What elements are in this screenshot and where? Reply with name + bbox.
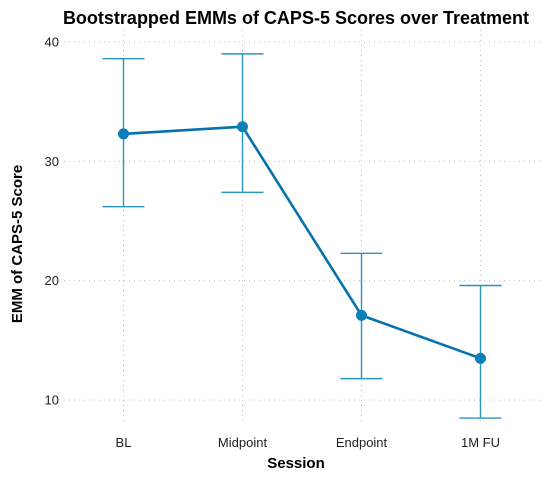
data-point <box>475 352 486 364</box>
data-point <box>356 309 367 321</box>
x-tick-label: BL <box>116 435 132 450</box>
tick-layer: 10 20 30 40 BL Midpoint Endpoint 1M FU <box>45 34 500 450</box>
grid-layer <box>64 30 540 424</box>
y-tick-label: 10 <box>45 393 59 408</box>
y-tick-label: 30 <box>45 154 59 169</box>
error-bar <box>459 284 502 419</box>
errorbar-layer <box>102 53 502 419</box>
x-tick-label: Endpoint <box>336 435 388 450</box>
point-layer <box>118 121 486 364</box>
line-layer <box>123 125 481 360</box>
series-line <box>123 125 481 360</box>
chart-title: Bootstrapped EMMs of CAPS-5 Scores over … <box>63 8 529 28</box>
y-tick-label: 20 <box>45 273 59 288</box>
x-tick-label: Midpoint <box>218 435 268 450</box>
x-axis-title: Session <box>267 455 325 472</box>
y-axis-title: EMM of CAPS-5 Score <box>9 165 26 323</box>
x-tick-label: 1M FU <box>461 435 500 450</box>
y-tick-label: 40 <box>45 34 59 49</box>
data-point <box>237 121 248 133</box>
data-point <box>118 128 129 140</box>
